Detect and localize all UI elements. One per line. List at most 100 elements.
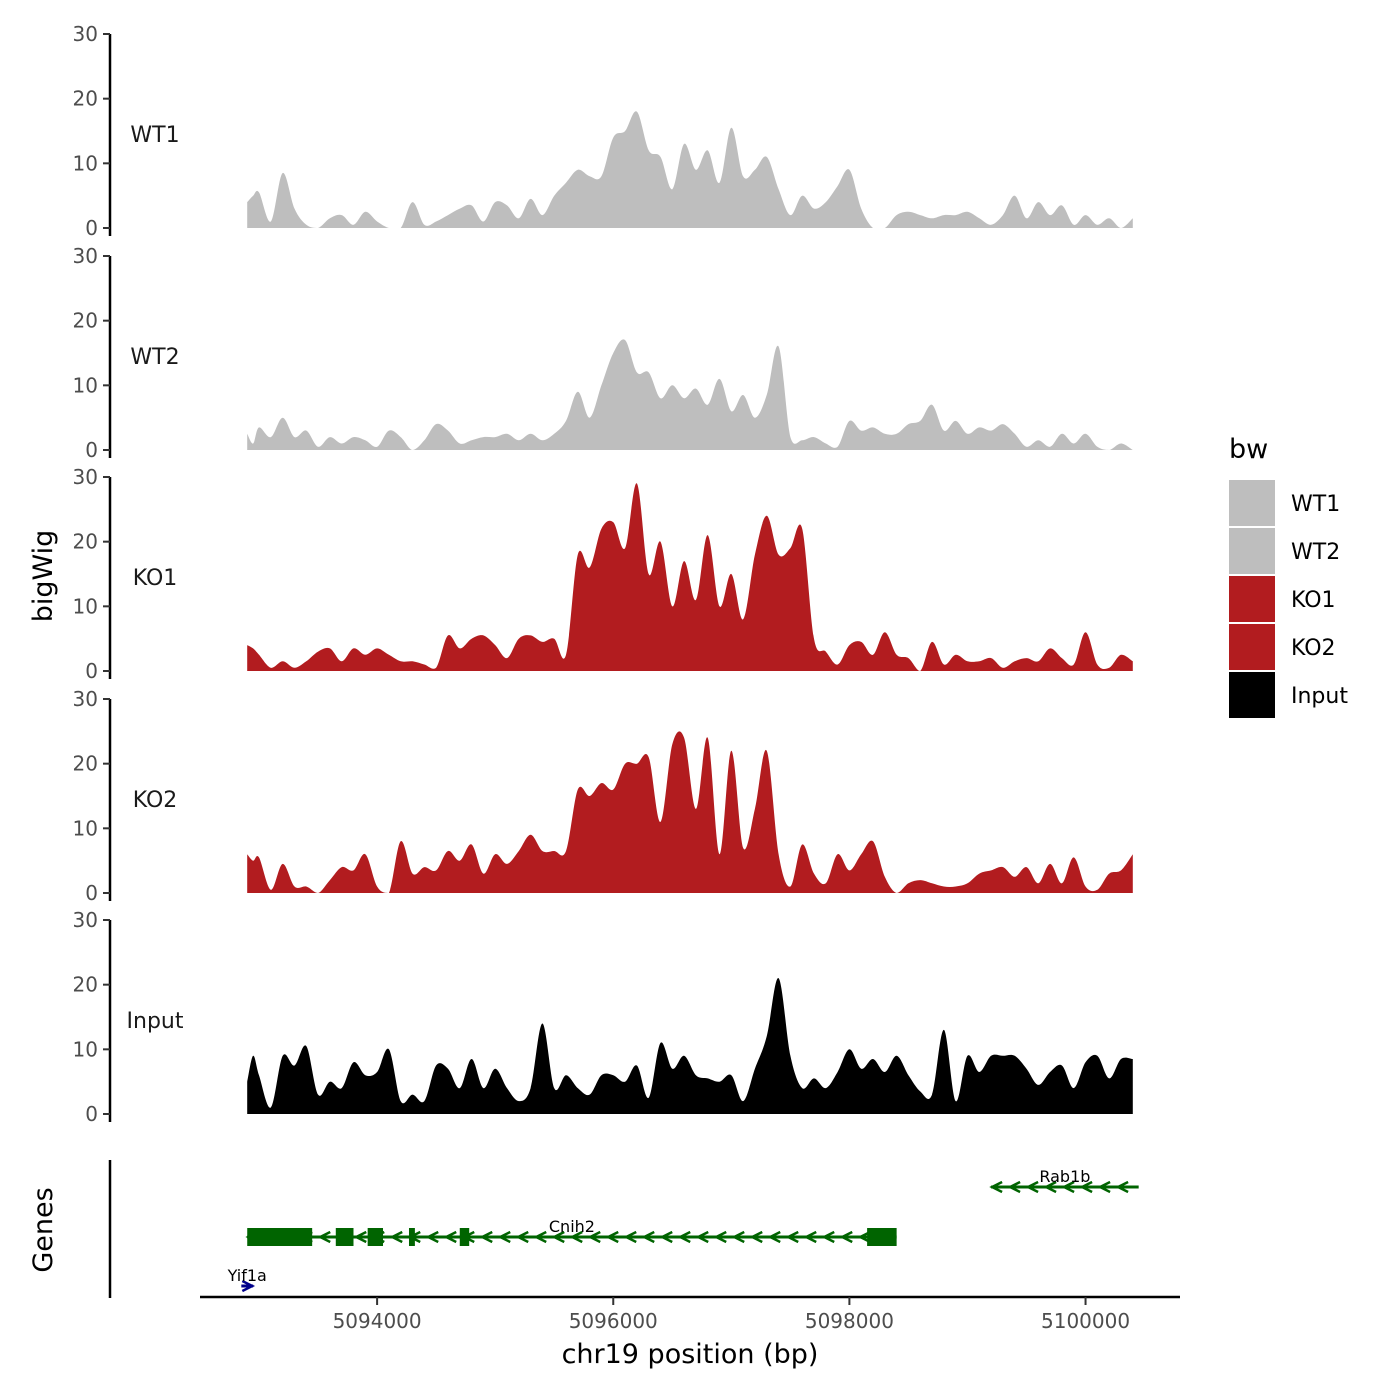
x-axis: 5094000 5096000 5098000 5100000: [200, 1295, 1180, 1333]
y-tick-label: 0: [85, 659, 98, 683]
strand-arrow: [857, 1230, 871, 1244]
legend-key-wt2: [1229, 528, 1275, 574]
strand-arrow: [497, 1230, 511, 1244]
legend-key-wt1: [1229, 480, 1275, 526]
strand-arrow: [731, 1230, 745, 1244]
y-tick-label: 10: [73, 816, 98, 840]
y-tick-label: 0: [85, 881, 98, 905]
strand-arrow: [713, 1230, 727, 1244]
strand-arrow: [605, 1230, 619, 1244]
strand-arrow: [587, 1230, 601, 1244]
strand-arrow: [803, 1230, 817, 1244]
y-tick-label: 0: [85, 438, 98, 462]
y-tick-label: 20: [73, 752, 98, 776]
gene-rab1b: Rab1b: [989, 1167, 1139, 1194]
track-label-wt1: WT1: [130, 123, 179, 148]
gene-track: Cnih2 Rab1b Yif1a: [108, 1160, 1139, 1298]
legend-key-input: [1229, 672, 1275, 718]
coverage-area-ko1: [247, 483, 1133, 671]
y-tick-label: 30: [73, 244, 98, 268]
strand-arrow: [821, 1230, 835, 1244]
legend-key-ko1: [1229, 576, 1275, 622]
exon: [408, 1228, 415, 1246]
gene-label-yif1a: Yif1a: [227, 1266, 267, 1285]
track-label-input: Input: [127, 1009, 184, 1034]
y-tick-label: 0: [85, 1102, 98, 1126]
x-axis-title: chr19 position (bp): [562, 1339, 819, 1370]
track-wt1: 0 10 20 30 WT1: [73, 22, 1133, 240]
strand-arrow: [1025, 1180, 1039, 1194]
strand-arrow: [533, 1230, 547, 1244]
gene-label-cnih2: Cnih2: [549, 1217, 595, 1236]
y-tick-label: 30: [73, 22, 98, 46]
coverage-tracks: 0 10 20 30 WT1 0 10 20 30 WT2 0 10 20 30 KO1 0 10 20 30 KO2…: [73, 22, 1133, 1126]
track-label-ko1: KO1: [133, 566, 178, 591]
track-ko2: 0 10 20 30 KO2: [73, 687, 1133, 905]
exon: [459, 1228, 470, 1246]
strand-arrow: [353, 1230, 367, 1244]
y-tick-label: 10: [73, 373, 98, 397]
strand-arrow: [551, 1230, 565, 1244]
strand-arrow: [1115, 1180, 1129, 1194]
x-tick-label: 5100000: [1041, 1309, 1130, 1333]
exon: [867, 1228, 897, 1246]
y-tick-label: 20: [73, 309, 98, 333]
strand-arrow: [785, 1230, 799, 1244]
strand-arrow: [641, 1230, 655, 1244]
y-tick-label: 30: [73, 465, 98, 489]
strand-arrow: [1007, 1180, 1021, 1194]
coverage-area-input: [247, 978, 1133, 1114]
exon: [367, 1228, 384, 1246]
strand-arrow: [515, 1230, 529, 1244]
strand-arrow: [623, 1230, 637, 1244]
exon: [335, 1228, 354, 1246]
gene-label-rab1b: Rab1b: [1039, 1167, 1090, 1186]
exon: [247, 1228, 313, 1246]
y-axis-title: bigWig: [28, 530, 59, 623]
strand-arrow: [317, 1230, 331, 1244]
strand-arrow: [989, 1180, 1003, 1194]
legend-label-ko1: KO1: [1291, 588, 1336, 613]
strand-arrow: [1097, 1180, 1111, 1194]
strand-arrow: [241, 1279, 256, 1293]
track-label-ko2: KO2: [133, 788, 178, 813]
legend-label-input: Input: [1291, 684, 1348, 709]
legend-label-wt2: WT2: [1291, 540, 1340, 565]
y-tick-label: 20: [73, 973, 98, 997]
y-tick-label: 30: [73, 908, 98, 932]
legend-key-ko2: [1229, 624, 1275, 670]
strand-arrow: [443, 1230, 457, 1244]
strand-arrow: [569, 1230, 583, 1244]
strand-arrow: [695, 1230, 709, 1244]
strand-arrow: [677, 1230, 691, 1244]
legend-label-wt1: WT1: [1291, 492, 1340, 517]
track-input: 0 10 20 30 Input: [73, 908, 1133, 1126]
y-tick-label: 20: [73, 530, 98, 554]
coverage-area-wt1: [247, 111, 1133, 228]
strand-arrow: [425, 1230, 439, 1244]
strand-arrow: [749, 1230, 763, 1244]
track-ko1: 0 10 20 30 KO1: [73, 465, 1133, 683]
strand-arrow: [839, 1230, 853, 1244]
track-label-wt2: WT2: [130, 345, 179, 370]
coverage-area-wt2: [247, 339, 1133, 450]
legend-title: bw: [1229, 434, 1268, 465]
y-tick-label: 20: [73, 87, 98, 111]
x-tick-label: 5094000: [333, 1309, 422, 1333]
y-tick-label: 10: [73, 1037, 98, 1061]
strand-arrow: [389, 1230, 403, 1244]
legend-label-ko2: KO2: [1291, 636, 1336, 661]
track-wt2: 0 10 20 30 WT2: [73, 244, 1133, 462]
y-tick-label: 10: [73, 151, 98, 175]
strand-arrow: [767, 1230, 781, 1244]
strand-arrow: [479, 1230, 493, 1244]
coverage-area-ko2: [247, 731, 1133, 893]
strand-arrow: [1043, 1180, 1057, 1194]
y-tick-label: 10: [73, 594, 98, 618]
strand-arrow: [1061, 1180, 1075, 1194]
strand-arrow: [1079, 1180, 1093, 1194]
legend: bw WT1 WT2 KO1 KO2 Input: [1229, 434, 1348, 718]
y-tick-label: 0: [85, 216, 98, 240]
gene-yif1a: Yif1a: [227, 1266, 267, 1293]
